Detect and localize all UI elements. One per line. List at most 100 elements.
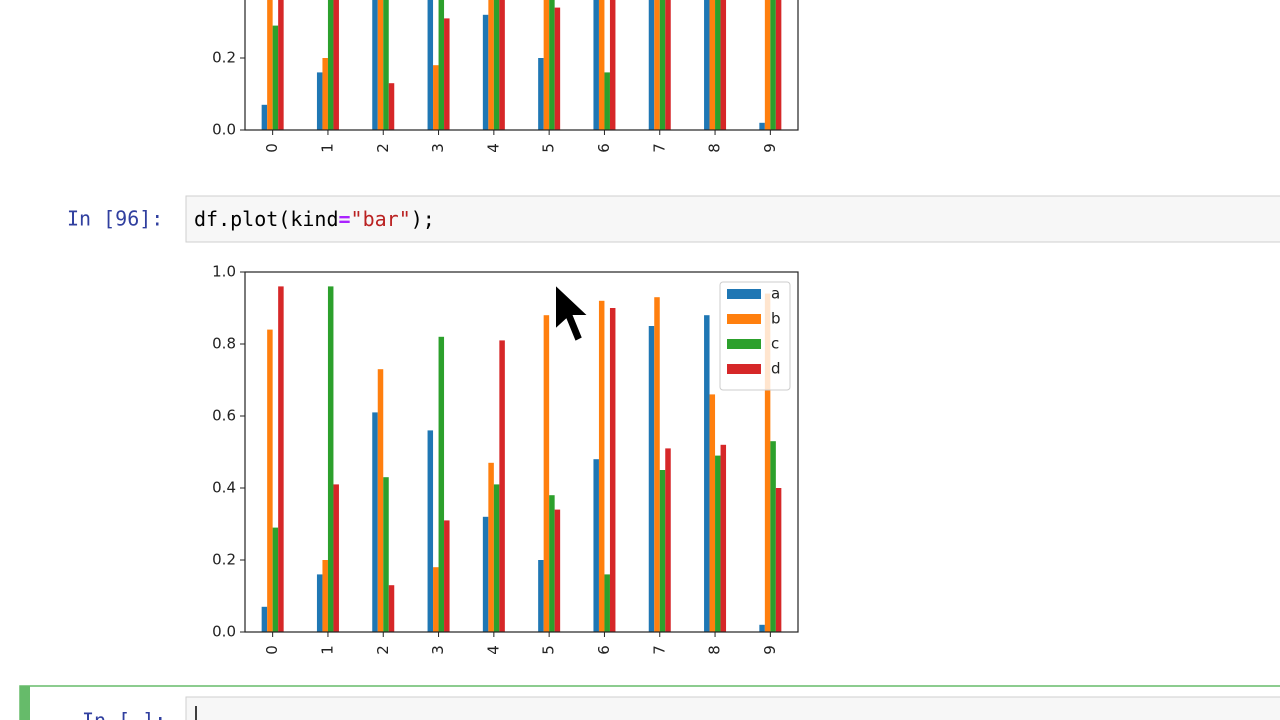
legend-swatch (727, 289, 761, 299)
y-tick-label: 0.2 (212, 551, 236, 569)
chart: 0 1 2 3 4 5 6 7 8 9 0.0 0.2 (212, 0, 799, 153)
y-tick-label: 0.8 (212, 335, 236, 353)
y-tick-label: 0.6 (212, 407, 236, 425)
bar (604, 72, 610, 130)
bar (775, 488, 782, 632)
bar (316, 72, 323, 130)
code-token: "bar" (351, 207, 411, 231)
bar (333, 0, 339, 131)
code-input[interactable] (185, 195, 1280, 243)
bar (488, 462, 494, 632)
bar (709, 0, 716, 131)
x-tick-label: 4 (484, 143, 502, 153)
y-tick-label: 1.0 (212, 263, 236, 281)
x-tick-label: 8 (706, 143, 724, 153)
bar (720, 444, 727, 632)
bar (488, 0, 494, 130)
legend-box (719, 281, 791, 391)
bar (759, 624, 765, 632)
bar (764, 0, 771, 130)
bar (715, 455, 721, 632)
legend-label: c (771, 335, 779, 353)
bar (377, 0, 384, 130)
x-tick-label: 5 (540, 143, 558, 153)
bar (770, 441, 776, 632)
cell-marker (20, 686, 30, 720)
y-tick-label: 0.4 (212, 479, 236, 497)
bar (543, 0, 550, 130)
bar (499, 0, 505, 130)
bar (388, 585, 395, 632)
bar (598, 0, 605, 131)
bar (316, 574, 323, 632)
bar (327, 286, 334, 632)
x-tick-label: 1 (318, 143, 336, 153)
mouse-pointer (554, 281, 592, 344)
code-input[interactable] (185, 696, 1280, 720)
bar (659, 470, 666, 632)
bar (438, 0, 445, 131)
bar (770, 0, 776, 131)
bar (759, 122, 765, 130)
x-tick-label: 6 (595, 143, 613, 153)
bar (593, 459, 599, 632)
bar (609, 308, 616, 632)
bar (493, 0, 500, 131)
bar (427, 430, 434, 632)
code-token: ); (411, 207, 435, 231)
x-tick-label: 0 (263, 143, 281, 153)
bar (444, 18, 450, 130)
bar (665, 0, 671, 131)
legend-swatch (727, 339, 761, 349)
bar (272, 25, 279, 131)
x-tick-label: 6 (595, 645, 613, 655)
bar (654, 0, 660, 130)
y-tick-label: 0.0 (212, 623, 236, 641)
bar (775, 0, 782, 130)
y-tick-label: 0.0 (212, 121, 236, 139)
bar (720, 0, 727, 130)
bar (593, 0, 599, 131)
bar (549, 495, 555, 632)
bar (278, 286, 284, 632)
bar (444, 520, 450, 632)
cell-prompt: In [ ]: (82, 709, 166, 720)
bar (704, 0, 710, 130)
bar (709, 394, 716, 632)
bar (383, 0, 389, 131)
x-tick-label: 7 (650, 645, 668, 655)
bar (598, 300, 605, 632)
code-token: = (339, 207, 351, 231)
bar (433, 567, 439, 632)
x-tick-label: 9 (761, 143, 779, 153)
bar (554, 509, 561, 632)
y-tick-label: 0.2 (212, 49, 236, 67)
bar (609, 0, 616, 130)
bar (764, 293, 771, 632)
bar (372, 0, 378, 131)
bar (261, 606, 268, 632)
bar (538, 58, 544, 130)
bar (604, 574, 610, 632)
bar (322, 58, 328, 130)
bar (372, 412, 378, 632)
bar (438, 336, 445, 632)
x-tick-label: 8 (706, 645, 724, 655)
bar (482, 516, 489, 632)
bar (659, 0, 666, 130)
bar (654, 297, 660, 632)
plot-frame (244, 271, 799, 633)
bar (549, 0, 555, 131)
bar (554, 7, 561, 131)
plot-frame (244, 0, 799, 131)
legend-swatch (727, 364, 761, 374)
bar (482, 14, 489, 130)
bar (493, 484, 500, 632)
x-tick-label: 2 (374, 143, 392, 153)
bar (272, 527, 279, 632)
bar (267, 329, 273, 632)
x-tick-label: 4 (484, 645, 502, 655)
legend-label: d (771, 360, 781, 378)
x-tick-label: 3 (429, 645, 447, 655)
code-line: df.plot(kind="bar"); (194, 207, 435, 231)
